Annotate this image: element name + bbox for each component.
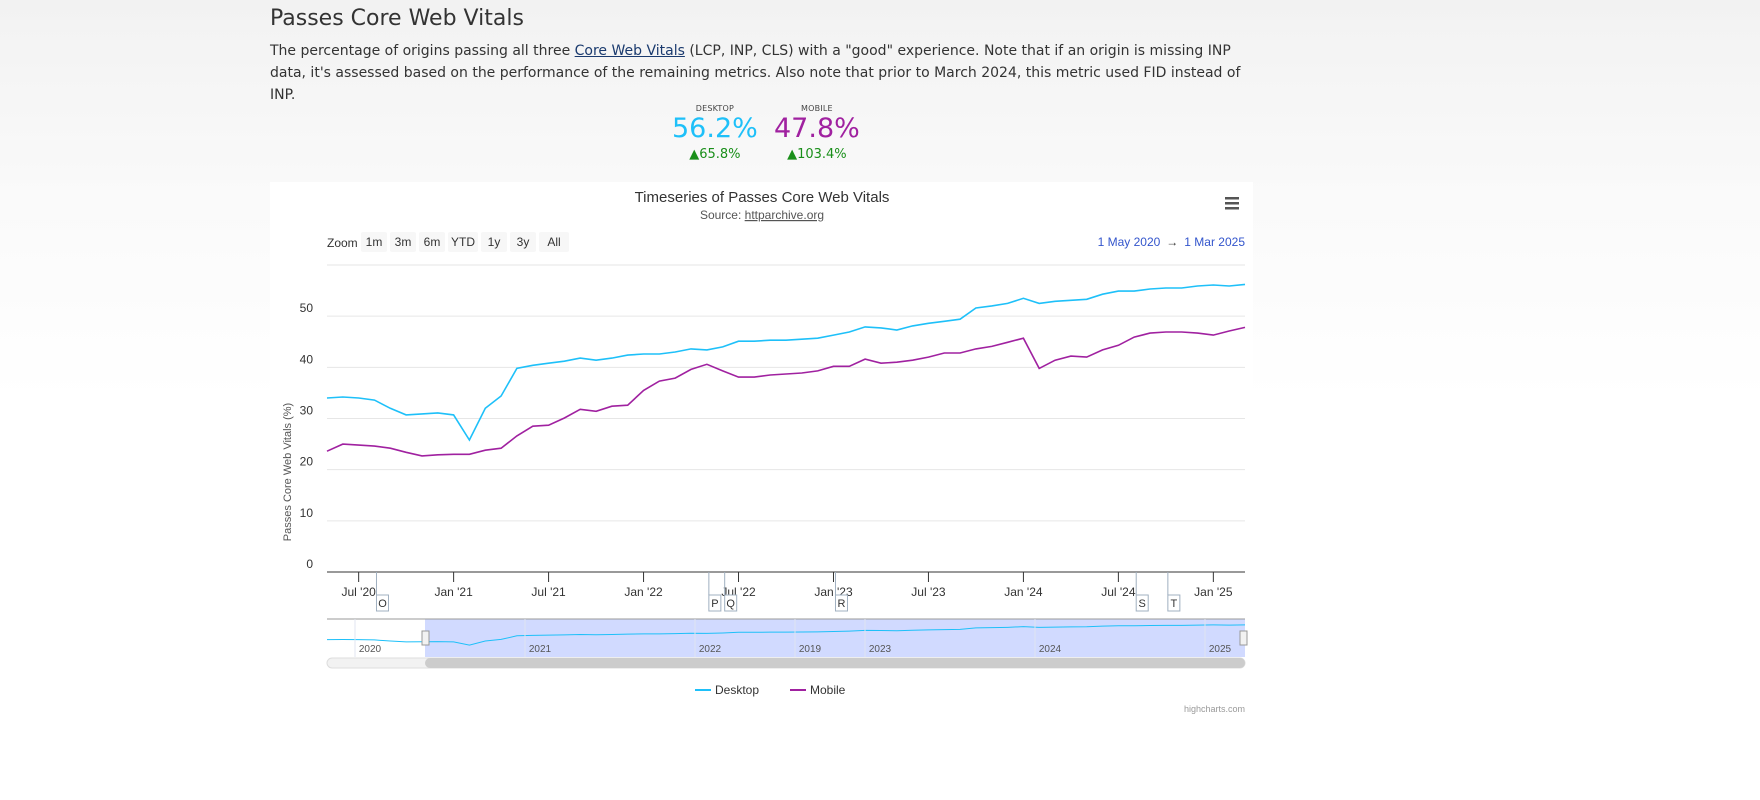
flag-T[interactable]: T [1167, 572, 1181, 612]
x-tick-label: Jan '22 [624, 585, 663, 599]
navigator[interactable]: 2020 2021 2022 2019 2023 2024 2025 [326, 618, 1248, 669]
desc-text: The percentage of origins passing all th… [270, 43, 575, 59]
x-tick-label: Jan '21 [434, 585, 473, 599]
range-button-3y[interactable]: 3y [510, 232, 536, 252]
source-link[interactable]: httparchive.org [745, 208, 824, 222]
timeseries-chart: Timeseries of Passes Core Web Vitals Sou… [282, 189, 1248, 714]
range-from[interactable]: 1 May 2020 [1098, 235, 1161, 249]
flag-S[interactable]: S [1135, 572, 1149, 612]
range-button-3m[interactable]: 3m [390, 232, 416, 252]
range-button-1y[interactable]: 1y [481, 232, 507, 252]
range-label[interactable]: 3y [517, 235, 530, 249]
x-tick-label: Jul '23 [911, 585, 946, 599]
legend-item-mobile[interactable]: Mobile [790, 683, 846, 697]
y-tick-label: 10 [300, 506, 314, 520]
range-label[interactable]: All [547, 235, 560, 249]
legend-label[interactable]: Mobile [810, 683, 846, 697]
kpi-change: ▲65.8% [689, 147, 741, 162]
navigator-selection[interactable] [425, 619, 1245, 657]
kpi-label: DESKTOP [695, 104, 735, 113]
chart-subtitle: Source: httparchive.org [700, 208, 824, 222]
y-tick-label: 0 [306, 557, 313, 571]
navigator-label: 2023 [869, 644, 892, 655]
range-label[interactable]: YTD [451, 235, 475, 249]
x-tick-label: Jan '25 [1194, 585, 1233, 599]
zoom-label: Zoom [327, 236, 358, 250]
kpi-mobile: MOBILE 47.8% ▲103.4% [774, 104, 860, 162]
range-button-all[interactable]: All [539, 232, 569, 252]
navigator-label: 2020 [359, 644, 382, 655]
description: The percentage of origins passing all th… [270, 40, 1250, 106]
flag-label: Q [726, 598, 735, 610]
kpi-label: MOBILE [801, 104, 833, 113]
desc-text: (LCP, INP, CLS) with a "good" experience… [270, 43, 1241, 103]
flag-label: S [1139, 598, 1146, 610]
legend-item-desktop[interactable]: Desktop [695, 683, 759, 697]
y-tick-label: 20 [300, 455, 314, 469]
navigator-label: 2025 [1209, 644, 1232, 655]
navigator-label: 2021 [529, 644, 552, 655]
chart-title: Timeseries of Passes Core Web Vitals [635, 189, 890, 206]
navigator-label: 2019 [799, 644, 822, 655]
navigator-label: 2024 [1039, 644, 1062, 655]
series-line-mobile[interactable] [326, 326, 1246, 457]
flag-P[interactable]: P [708, 572, 722, 612]
flag-Q[interactable]: Q [724, 572, 738, 612]
range-label[interactable]: 1y [488, 235, 501, 249]
range-button-6m[interactable]: 6m [419, 232, 445, 252]
navigator-label: 2022 [699, 644, 722, 655]
x-tick-label: Jul '21 [531, 585, 566, 599]
y-tick-label: 40 [300, 352, 314, 366]
x-tick-label: Jul '20 [341, 585, 376, 599]
flag-label: T [1170, 598, 1177, 610]
y-axis-label: Passes Core Web Vitals (%) [282, 403, 294, 541]
kpi-desktop: DESKTOP 56.2% ▲65.8% [672, 104, 758, 162]
range-arrow: → [1166, 235, 1178, 249]
kpi-value: 56.2% [672, 113, 758, 144]
date-range[interactable]: 1 May 2020 → 1 Mar 2025 [1098, 235, 1246, 249]
navigator-series [326, 624, 1246, 646]
flag-R[interactable]: R [834, 572, 848, 612]
kpi-value: 47.8% [774, 113, 860, 144]
y-tick-label: 30 [300, 404, 314, 418]
range-label[interactable]: 1m [366, 235, 383, 249]
flag-label: O [378, 598, 387, 610]
flag-label: P [711, 598, 718, 610]
subtitle-prefix: Source: [700, 208, 745, 222]
legend-label[interactable]: Desktop [715, 683, 759, 697]
kpi-change: ▲103.4% [787, 147, 847, 162]
hamburger-menu-icon[interactable] [1225, 197, 1239, 210]
chart-card: Timeseries of Passes Core Web Vitals Sou… [270, 182, 1253, 715]
range-button-ytd[interactable]: YTD [448, 232, 478, 252]
x-tick-label: Jul '24 [1101, 585, 1136, 599]
navigator-handle-right[interactable] [1239, 630, 1248, 646]
page-title: Passes Core Web Vitals [270, 6, 524, 31]
range-label[interactable]: 6m [424, 235, 441, 249]
range-to[interactable]: 1 Mar 2025 [1184, 235, 1245, 249]
flag-label: R [838, 598, 846, 610]
flag-O[interactable]: O [375, 572, 389, 612]
navigator-handle-left[interactable] [421, 630, 430, 646]
range-label[interactable]: 3m [395, 235, 412, 249]
series-line-desktop[interactable] [326, 283, 1246, 442]
core-web-vitals-link[interactable]: Core Web Vitals [574, 43, 685, 59]
range-button-1m[interactable]: 1m [361, 232, 387, 252]
y-tick-label: 50 [300, 301, 314, 315]
credits[interactable]: highcharts.com [1184, 704, 1245, 714]
x-tick-label: Jan '24 [1004, 585, 1043, 599]
scrollbar-thumb[interactable] [425, 658, 1245, 668]
